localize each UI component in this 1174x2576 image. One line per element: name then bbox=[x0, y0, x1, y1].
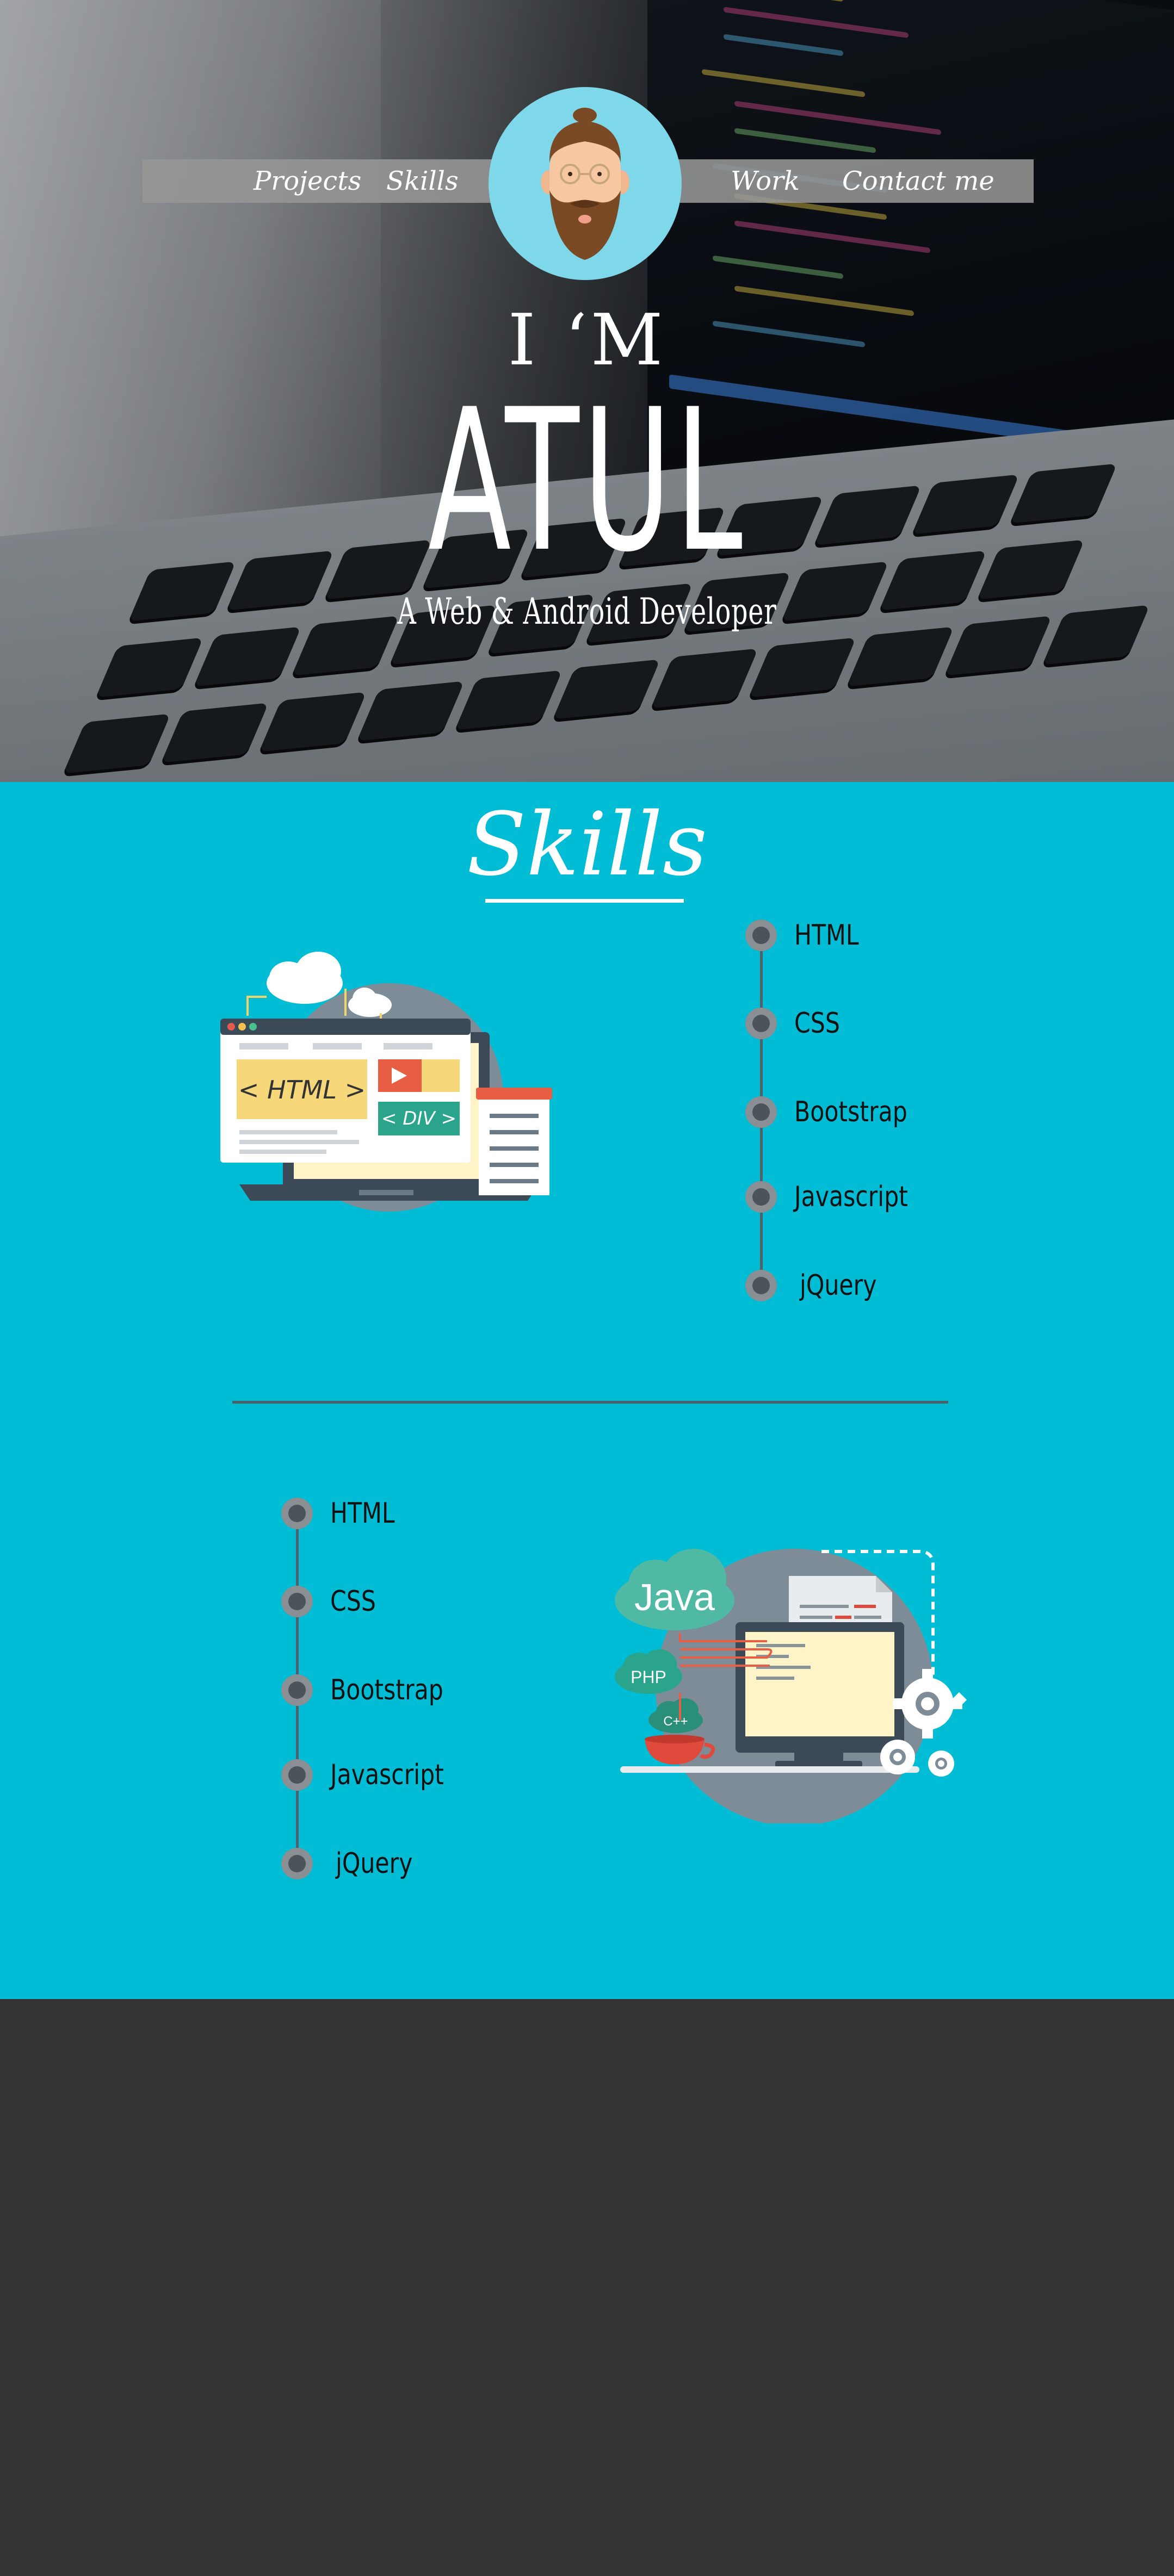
hero-name-text: ATUL bbox=[428, 367, 746, 595]
nav-link-contact[interactable]: Contact me bbox=[842, 166, 994, 196]
timeline-dot-icon bbox=[745, 1096, 777, 1128]
nav-link-work[interactable]: Work bbox=[731, 166, 800, 196]
timeline-dot-icon bbox=[745, 1008, 777, 1039]
timeline-dot-icon bbox=[745, 920, 777, 951]
php-label: PHP bbox=[631, 1667, 666, 1687]
avatar-icon[interactable] bbox=[489, 87, 682, 280]
skills-timeline-one: HTML CSS Bootstrap Javascript jQuery bbox=[745, 920, 1017, 1301]
timeline-dot-icon bbox=[281, 1498, 313, 1529]
timeline-dot-icon bbox=[745, 1270, 777, 1301]
timeline-dot-icon bbox=[281, 1674, 313, 1706]
skills-divider bbox=[232, 1401, 948, 1404]
cpp-label: C++ bbox=[663, 1714, 688, 1729]
hero-section: Projects Skills Work Contact me I ‘M ATU… bbox=[0, 0, 1174, 782]
timeline-dot-icon bbox=[281, 1848, 313, 1879]
skills-title: Skills bbox=[466, 793, 708, 895]
timeline-dot-icon bbox=[745, 1181, 777, 1213]
skills-title-underline bbox=[485, 899, 684, 903]
web-dev-illustration: < HTML > < DIV > bbox=[218, 945, 555, 1217]
code-dev-illustration: Java PHP C++ bbox=[615, 1541, 974, 1826]
nav-link-projects[interactable]: Projects bbox=[254, 166, 362, 196]
nav-link-skills[interactable]: Skills bbox=[386, 166, 459, 196]
skills-timeline-two: HTML CSS Bootstrap Javascript jQuery bbox=[281, 1498, 553, 1889]
hero-intro-text: I ‘M bbox=[508, 299, 666, 381]
timeline-dot-icon bbox=[281, 1586, 313, 1617]
hero-tagline-text: A Web & Android Developer bbox=[397, 591, 777, 632]
div-tag-label: < DIV > bbox=[381, 1108, 456, 1129]
html-tag-label: < HTML > bbox=[238, 1075, 366, 1104]
skills-section: Skills bbox=[0, 782, 1174, 1999]
footer-section bbox=[0, 1999, 1174, 2576]
java-label: Java bbox=[634, 1576, 715, 1618]
timeline-dot-icon bbox=[281, 1759, 313, 1791]
